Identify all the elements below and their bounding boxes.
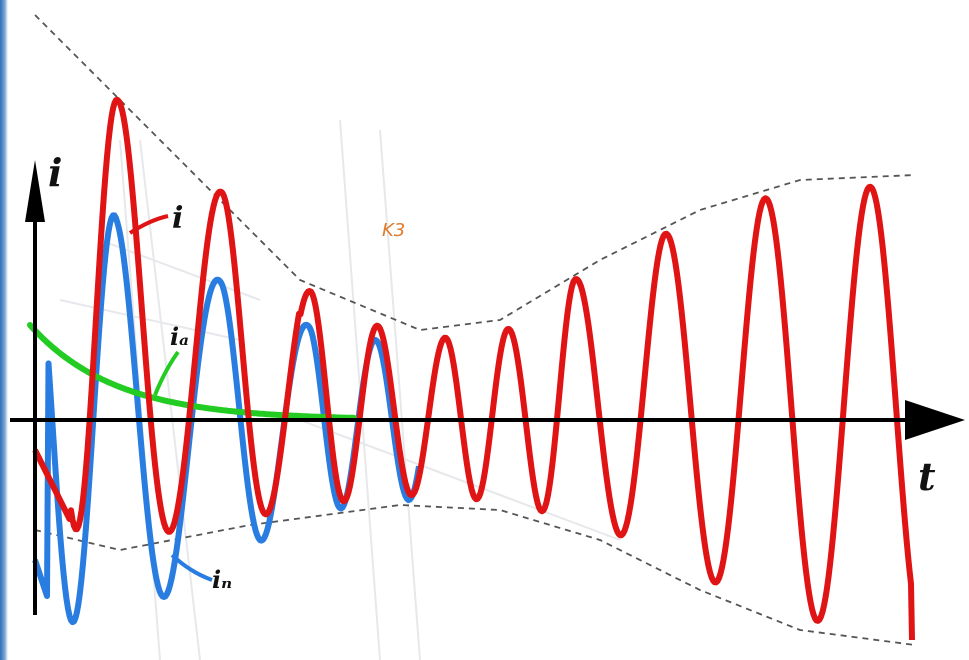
lower-envelope	[34, 504, 916, 646]
total-current-leader	[128, 214, 169, 235]
current-axis-label: i	[48, 150, 62, 195]
left-border-strip	[0, 0, 8, 660]
current-axis-arrow	[25, 160, 45, 222]
fault-mark-label: K3	[382, 220, 405, 241]
periodic-leader	[170, 553, 213, 582]
background-sketch	[59, 119, 621, 660]
time-axis-arrow	[905, 400, 965, 440]
total-current-label: i	[172, 201, 183, 236]
time-axis-label: t	[918, 454, 936, 499]
aperiodic-leader	[153, 350, 180, 396]
aperiodic-component-label: iₐ	[170, 322, 189, 351]
upper-envelope	[34, 14, 916, 331]
total-current-curve	[32, 96, 915, 641]
periodic-component-label: iₙ	[212, 565, 232, 594]
